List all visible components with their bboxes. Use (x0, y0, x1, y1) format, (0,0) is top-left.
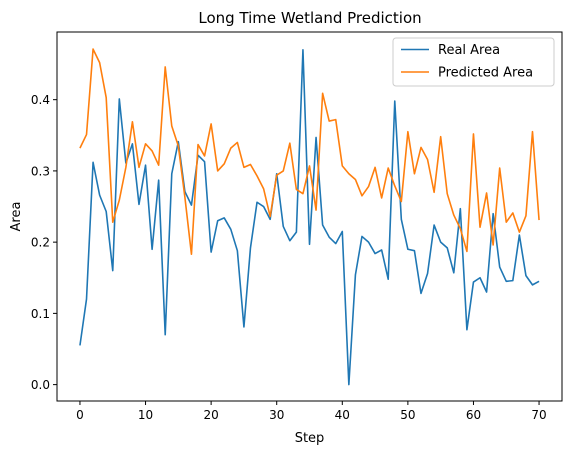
series-line-predicted-area (79, 48, 540, 256)
y-tick-label: 0.1 (31, 307, 50, 321)
x-axis: 0 10 20 30 40 50 60 70 (76, 401, 547, 422)
y-tick-label: 0.2 (31, 236, 50, 250)
x-tick-label: 30 (269, 408, 284, 422)
chart-title: Long Time Wetland Prediction (198, 9, 421, 27)
x-axis-label: Step (295, 431, 325, 446)
x-tick-label: 70 (531, 408, 546, 422)
y-axis-label: Area (9, 202, 24, 232)
plot-area (57, 32, 562, 401)
x-tick-label: 40 (335, 408, 350, 422)
x-tick-label: 60 (466, 408, 481, 422)
x-tick-label: 10 (138, 408, 153, 422)
x-tick-label: 50 (400, 408, 415, 422)
series-layer (79, 48, 540, 386)
x-tick-label: 0 (76, 408, 84, 422)
series-line-real-area (79, 49, 540, 386)
plot-frame (56, 31, 563, 402)
legend-label-predicted: Predicted Area (438, 66, 533, 81)
legend-box (392, 37, 555, 87)
y-tick-label: 0.0 (31, 378, 50, 392)
y-tick-label: 0.4 (31, 93, 50, 107)
y-tick-label: 0.3 (31, 164, 50, 178)
legend: Real Area Predicted Area (392, 37, 555, 87)
x-tick-label: 20 (203, 408, 218, 422)
legend-label-real: Real Area (438, 43, 500, 58)
y-axis: 0.0 0.1 0.2 0.3 0.4 (31, 93, 57, 392)
